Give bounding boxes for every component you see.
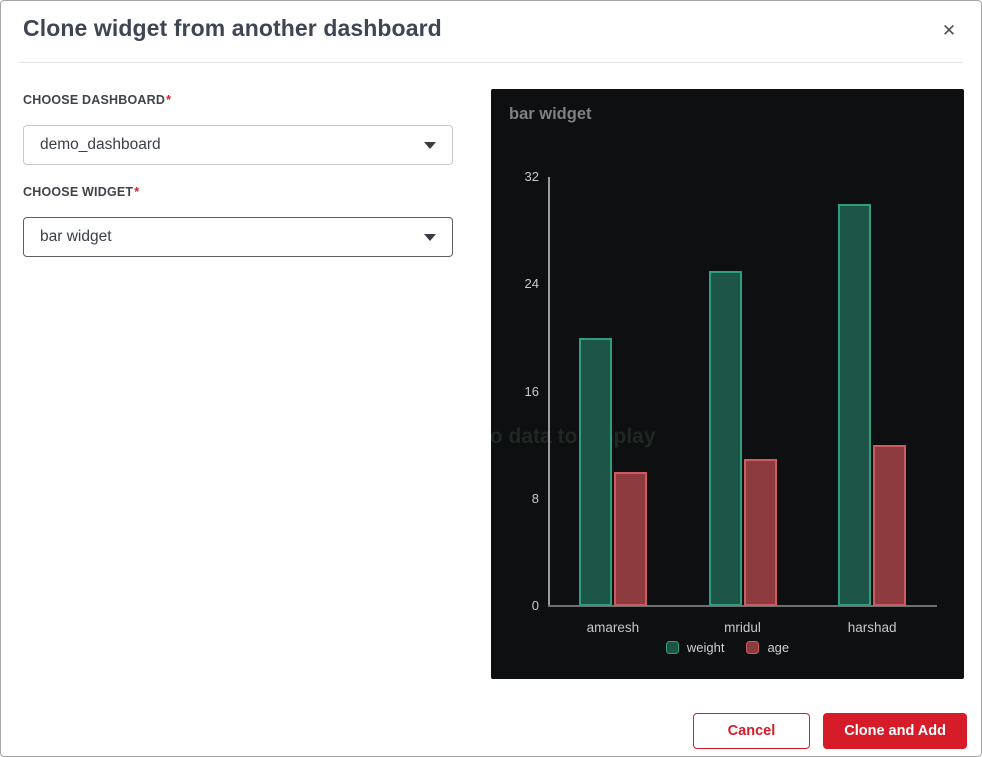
bar-age-mridul [743, 458, 777, 606]
legend-item-weight[interactable]: weight [665, 640, 725, 655]
x-category-label: amaresh [586, 620, 640, 635]
dashboard-select-value: demo_dashboard [40, 136, 161, 153]
bar-weight-mridul [708, 270, 742, 606]
chart-legend: weight age [491, 640, 964, 655]
widget-select-value: bar widget [40, 228, 112, 245]
choose-dashboard-label: CHOOSE DASHBOARD* [23, 93, 172, 107]
x-category-label: harshad [847, 620, 897, 635]
required-marker: * [166, 93, 172, 107]
cancel-button[interactable]: Cancel [692, 713, 811, 749]
legend-swatch-age [746, 641, 760, 654]
bar-weight-harshad [838, 203, 872, 606]
y-axis-line [548, 177, 550, 607]
bar-age-amaresh [613, 471, 647, 606]
x-category-label: mridul [724, 620, 761, 635]
y-axis-tick-label: 0 [531, 598, 539, 613]
legend-swatch-weight [665, 641, 679, 654]
legend-item-age[interactable]: age [746, 640, 789, 655]
y-axis-tick-label: 32 [524, 169, 539, 184]
modal-footer: Cancel Clone and Add [692, 713, 967, 749]
chart-title: bar widget [509, 105, 592, 123]
y-axis-tick-label: 16 [524, 383, 539, 399]
widget-preview-panel: bar widget no data to display weight age … [491, 89, 964, 679]
y-axis-tick-label: 24 [524, 276, 539, 292]
x-axis-line [548, 605, 937, 607]
legend-label: weight [686, 640, 725, 655]
page-title: Clone widget from another dashboard [23, 15, 442, 41]
bar-age-harshad [873, 445, 907, 606]
chevron-down-icon [424, 233, 436, 241]
chevron-down-icon [424, 141, 436, 149]
legend-label: age [767, 640, 790, 655]
clone-and-add-button[interactable]: Clone and Add [823, 713, 967, 749]
y-axis-tick-label: 8 [531, 490, 539, 506]
dashboard-select[interactable]: demo_dashboard [23, 125, 453, 165]
header-divider [19, 62, 963, 63]
bar-weight-amaresh [578, 337, 612, 606]
choose-widget-label: CHOOSE WIDGET* [23, 185, 140, 199]
widget-select[interactable]: bar widget [23, 217, 453, 257]
close-icon[interactable]: ✕ [935, 17, 963, 45]
required-marker: * [134, 185, 140, 199]
empty-state-watermark: no data to display [491, 425, 656, 448]
